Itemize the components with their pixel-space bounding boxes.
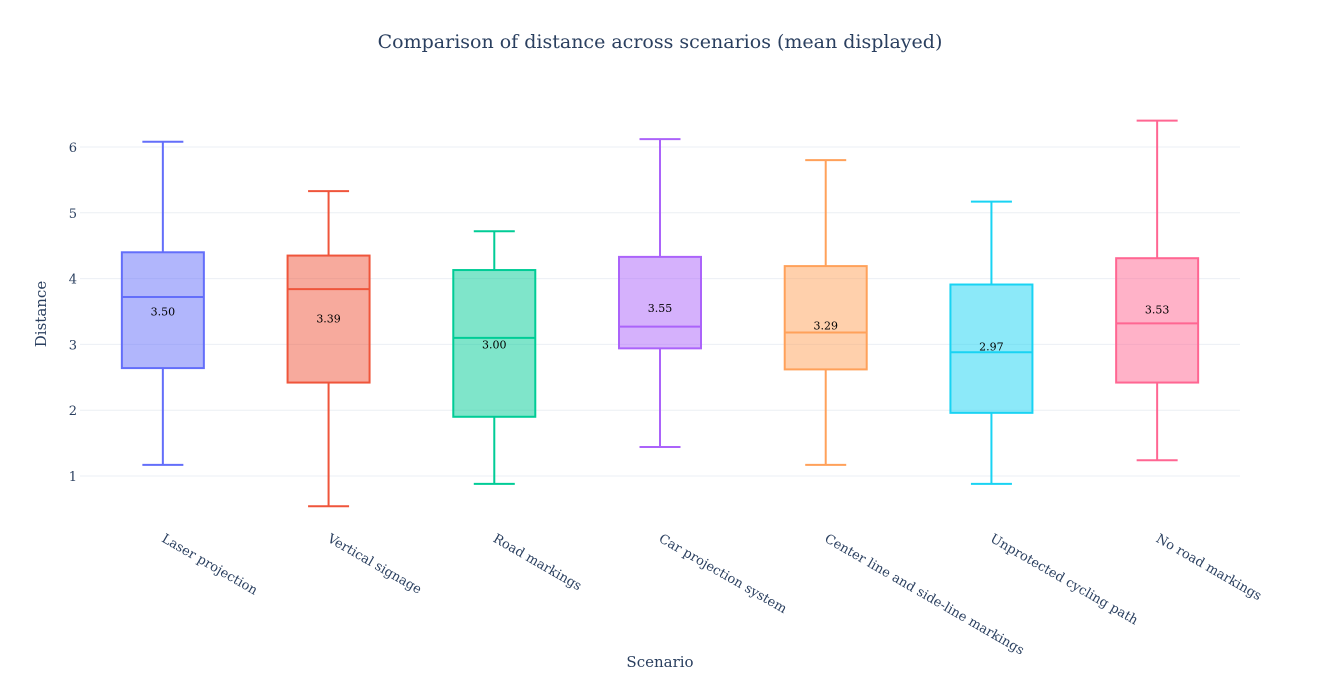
x-axis-ticks: Laser projection Vertical signage Road mar… [159,531,1264,658]
mean-label: 3.39 [316,313,341,326]
y-tick-label: 4 [69,273,77,288]
mean-label: 2.97 [979,340,1004,353]
iqr-box [1115,257,1200,384]
mean-label: 3.00 [482,338,507,351]
y-tick-label: 5 [69,207,77,222]
x-tick-label: Laser projection [159,531,261,598]
iqr-box [618,255,702,350]
y-tick-label: 1 [69,470,77,485]
mean-label: 3.53 [1145,304,1170,317]
x-axis-title: Scenario [626,653,693,671]
x-tick-label: Unprotected cycling path [987,531,1141,628]
mean-label: 3.50 [151,306,176,319]
box-series-group: 3.50 3.39 3.00 3.55 3.29 2.97 3.53 [120,119,1200,508]
box-series-7: 3.53 [1115,119,1200,462]
x-tick-label: Center line and side-line markings [822,531,1027,658]
box-series-1: 3.50 [120,140,205,466]
box-series-2: 3.39 [286,190,371,508]
x-tick-label: No road markings [1153,531,1264,604]
iqr-box [452,269,537,418]
box-series-4: 3.55 [618,138,702,449]
chart-title: Comparison of distance across scenarios … [378,31,943,53]
box-series-6: 2.97 [949,200,1034,485]
mean-label: 3.55 [648,302,673,315]
y-axis-title: Distance [32,281,50,348]
iqr-box [120,251,205,370]
y-axis-ticks: 1 2 3 4 5 6 [69,141,77,485]
x-tick-label: Vertical signage [324,531,425,598]
iqr-box [286,254,371,384]
x-tick-label: Road markings [490,531,584,594]
box-series-3: 3.00 [452,230,537,485]
iqr-box [949,283,1034,414]
iqr-box [783,265,868,371]
y-tick-label: 2 [69,404,77,419]
box-series-5: 3.29 [783,159,868,466]
y-tick-label: 6 [69,141,77,156]
x-tick-label: Car projection system [656,531,789,617]
y-tick-label: 3 [69,338,77,353]
mean-label: 3.29 [813,319,838,332]
